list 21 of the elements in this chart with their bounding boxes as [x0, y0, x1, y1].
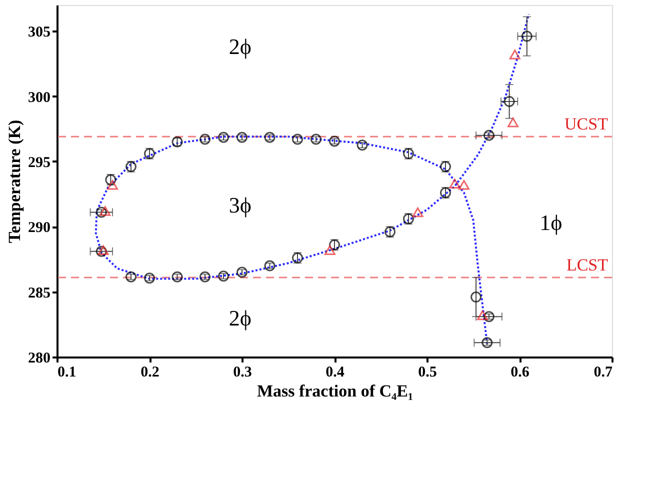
ref-line-label: UCST — [564, 114, 609, 134]
annotation: 2ϕ — [228, 34, 252, 60]
y-tick-label: 285 — [28, 285, 50, 302]
x-tick-label: 0.6 — [510, 364, 530, 380]
y-tick-label: 280 — [28, 350, 50, 366]
annotation: 2ϕ — [228, 305, 252, 330]
y-tick-label: 305 — [28, 24, 50, 41]
y-tick-label: 290 — [28, 220, 50, 236]
x-tick-label: 0.2 — [140, 364, 160, 380]
x-tick-label: 0.5 — [418, 364, 437, 380]
annotation: 1ϕ — [540, 210, 562, 236]
x-tick-label: 0.3 — [233, 364, 252, 380]
y-tick-label: 300 — [28, 90, 50, 106]
x-tick-label: 0.4 — [326, 364, 345, 380]
x-tick-label: 0.7 — [594, 364, 613, 380]
annotation: 3ϕ — [228, 192, 252, 218]
y-tick-label: 295 — [28, 154, 50, 171]
ref-line-label: LCST — [566, 255, 609, 274]
x-axis-title: Mass fraction of C₄E₁ — [256, 382, 414, 400]
x-tick-label: 0.1 — [58, 364, 76, 380]
y-axis-title: Temperature (K) — [5, 120, 24, 244]
